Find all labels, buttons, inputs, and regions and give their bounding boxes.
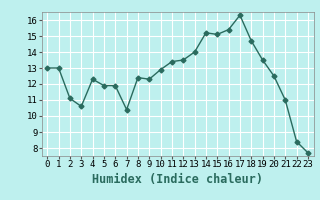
X-axis label: Humidex (Indice chaleur): Humidex (Indice chaleur) [92,173,263,186]
